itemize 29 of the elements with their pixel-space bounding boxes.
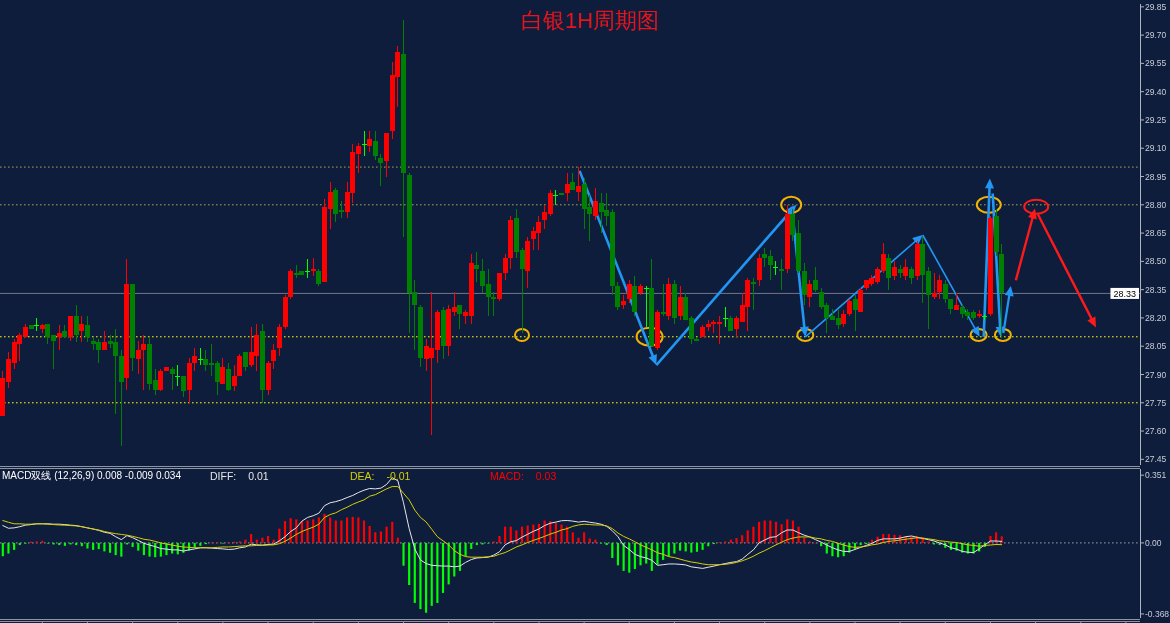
text: DIFF:: [210, 470, 237, 482]
text: MACD:: [490, 470, 524, 482]
y-tick-label: 29.25: [1145, 114, 1167, 125]
y-tick-label: 29.40: [1145, 86, 1167, 97]
y-tick-label: 29.85: [1145, 1, 1167, 12]
y-tick-label: 27.90: [1145, 369, 1167, 380]
y-tick-label: 28.95: [1145, 171, 1167, 182]
y-tick-label: 29.55: [1145, 58, 1167, 69]
y-tick-label: 0.00: [1145, 537, 1162, 548]
y-tick-label: 28.20: [1145, 312, 1167, 323]
chart-title: MACD双线 (12,26,9) 0.008 -0.009 0.034: [2, 470, 182, 481]
y-tick-label: 28.65: [1145, 228, 1167, 239]
annotation: 0.01: [248, 470, 269, 482]
y-tick-label: 27.60: [1145, 426, 1167, 437]
y-tick-label: 29.70: [1145, 30, 1167, 41]
y-tick-label: 27.75: [1145, 397, 1167, 408]
annotation: 0.03: [535, 470, 557, 482]
annotation: -0.01: [386, 470, 411, 482]
y-tick-label: 28.80: [1145, 199, 1167, 210]
y-tick-label: 29.10: [1145, 143, 1167, 154]
y-tick-label: 27.45: [1145, 454, 1167, 465]
y-tick-label: 0.351: [1145, 470, 1167, 481]
y-tick-label: 28.35: [1145, 284, 1167, 295]
y-tick-label: 28.05: [1145, 341, 1167, 352]
y-tick-label: -0.368: [1145, 608, 1170, 619]
y-tick-label: 28.50: [1145, 256, 1167, 267]
series-label: DEA:: [350, 470, 375, 482]
chart-title: 白银1H周期图: [520, 8, 660, 33]
ref-line-label: 28.33: [1113, 288, 1136, 299]
